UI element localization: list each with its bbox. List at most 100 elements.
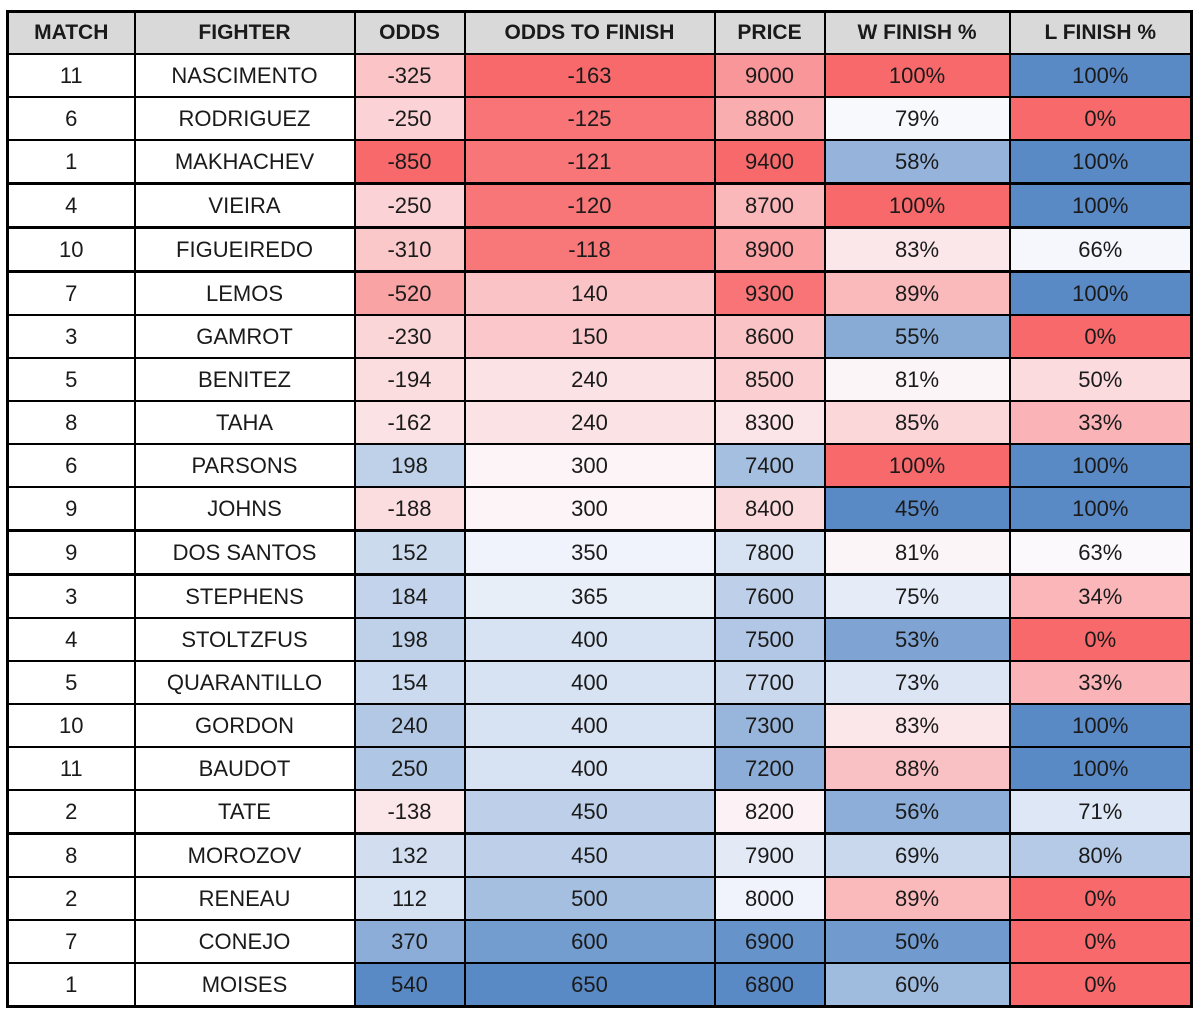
table-row: 3 STEPHENS 184 365 7600 75% 34% [6, 573, 1193, 619]
table-row: 3 GAMROT -230 150 8600 55% 0% [6, 314, 1193, 359]
cell-l_finish_pct: 0% [1008, 617, 1193, 662]
cell-fighter: NASCIMENTO [133, 53, 356, 98]
header-odds: ODDS [353, 10, 466, 55]
cell-odds_to_finish: 450 [463, 832, 716, 878]
cell-w_finish_pct: 83% [823, 703, 1011, 748]
table-row: 8 MOROZOV 132 450 7900 69% 80% [6, 832, 1193, 878]
cell-price: 9300 [713, 270, 826, 316]
cell-l_finish_pct: 33% [1008, 660, 1193, 705]
cell-odds_to_finish: 400 [463, 703, 716, 748]
cell-match: 7 [6, 270, 136, 316]
cell-match: 9 [6, 529, 136, 576]
cell-match: 10 [6, 226, 136, 273]
table-row: 5 QUARANTILLO 154 400 7700 73% 33% [6, 660, 1193, 705]
table-row: 1 MAKHACHEV -850 -121 9400 58% 100% [6, 139, 1193, 185]
cell-price: 7300 [713, 703, 826, 748]
cell-odds_to_finish: 240 [463, 400, 716, 445]
cell-price: 7600 [713, 573, 826, 619]
cell-odds: -188 [353, 486, 466, 532]
cell-w_finish_pct: 69% [823, 832, 1011, 878]
table-row: 2 RENEAU 112 500 8000 89% 0% [6, 876, 1193, 921]
table-row: 9 DOS SANTOS 152 350 7800 81% 63% [6, 529, 1193, 576]
cell-fighter: TAHA [133, 400, 356, 445]
cell-odds: -325 [353, 53, 466, 98]
cell-match: 1 [6, 962, 136, 1008]
cell-l_finish_pct: 0% [1008, 919, 1193, 964]
cell-w_finish_pct: 100% [823, 53, 1011, 98]
cell-l_finish_pct: 100% [1008, 443, 1193, 488]
cell-odds: -194 [353, 357, 466, 402]
table-container: MATCH FIGHTER ODDS ODDS TO FINISH PRICE W FIN… [6, 10, 1193, 1008]
cell-l_finish_pct: 100% [1008, 746, 1193, 791]
table-row: 11 BAUDOT 250 400 7200 88% 100% [6, 746, 1193, 791]
cell-match: 5 [6, 660, 136, 705]
cell-odds: 154 [353, 660, 466, 705]
table-row: 10 FIGUEIREDO -310 -118 8900 83% 66% [6, 226, 1193, 273]
cell-price: 7400 [713, 443, 826, 488]
cell-w_finish_pct: 60% [823, 962, 1011, 1008]
cell-fighter: FIGUEIREDO [133, 226, 356, 273]
cell-price: 8000 [713, 876, 826, 921]
table-row: 6 RODRIGUEZ -250 -125 8800 79% 0% [6, 96, 1193, 141]
cell-odds: 540 [353, 962, 466, 1008]
table-row: 7 LEMOS -520 140 9300 89% 100% [6, 270, 1193, 316]
cell-odds_to_finish: -121 [463, 139, 716, 185]
cell-odds: -310 [353, 226, 466, 273]
cell-odds_to_finish: 350 [463, 529, 716, 576]
cell-fighter: RODRIGUEZ [133, 96, 356, 141]
table-row: 2 TATE -138 450 8200 56% 71% [6, 789, 1193, 835]
table-row: 7 CONEJO 370 600 6900 50% 0% [6, 919, 1193, 964]
cell-w_finish_pct: 73% [823, 660, 1011, 705]
cell-odds: 112 [353, 876, 466, 921]
cell-fighter: BAUDOT [133, 746, 356, 791]
cell-l_finish_pct: 100% [1008, 182, 1193, 229]
cell-l_finish_pct: 66% [1008, 226, 1193, 273]
table-row: 10 GORDON 240 400 7300 83% 100% [6, 703, 1193, 748]
cell-match: 11 [6, 746, 136, 791]
cell-odds: 152 [353, 529, 466, 576]
cell-odds_to_finish: -118 [463, 226, 716, 273]
cell-odds_to_finish: 400 [463, 617, 716, 662]
cell-l_finish_pct: 100% [1008, 53, 1193, 98]
cell-l_finish_pct: 80% [1008, 832, 1193, 878]
cell-w_finish_pct: 45% [823, 486, 1011, 532]
cell-l_finish_pct: 0% [1008, 96, 1193, 141]
cell-w_finish_pct: 89% [823, 876, 1011, 921]
cell-match: 5 [6, 357, 136, 402]
finish-odds-table: MATCH FIGHTER ODDS ODDS TO FINISH PRICE W FIN… [6, 10, 1193, 1008]
cell-w_finish_pct: 81% [823, 357, 1011, 402]
header-match: MATCH [6, 10, 136, 55]
cell-odds: -138 [353, 789, 466, 835]
cell-odds_to_finish: 300 [463, 486, 716, 532]
cell-w_finish_pct: 100% [823, 182, 1011, 229]
cell-odds: 250 [353, 746, 466, 791]
cell-odds: -850 [353, 139, 466, 185]
cell-odds: 184 [353, 573, 466, 619]
cell-l_finish_pct: 100% [1008, 703, 1193, 748]
cell-match: 6 [6, 443, 136, 488]
cell-w_finish_pct: 85% [823, 400, 1011, 445]
cell-odds_to_finish: -120 [463, 182, 716, 229]
cell-price: 7800 [713, 529, 826, 576]
cell-fighter: DOS SANTOS [133, 529, 356, 576]
cell-match: 11 [6, 53, 136, 98]
cell-w_finish_pct: 58% [823, 139, 1011, 185]
cell-fighter: STEPHENS [133, 573, 356, 619]
table-row: 5 BENITEZ -194 240 8500 81% 50% [6, 357, 1193, 402]
cell-l_finish_pct: 0% [1008, 314, 1193, 359]
cell-odds: -250 [353, 96, 466, 141]
cell-match: 10 [6, 703, 136, 748]
cell-match: 3 [6, 314, 136, 359]
cell-price: 6900 [713, 919, 826, 964]
table-row: 11 NASCIMENTO -325 -163 9000 100% 100% [6, 53, 1193, 98]
cell-odds_to_finish: 400 [463, 660, 716, 705]
cell-match: 6 [6, 96, 136, 141]
cell-w_finish_pct: 53% [823, 617, 1011, 662]
table-row: 1 MOISES 540 650 6800 60% 0% [6, 962, 1193, 1008]
cell-odds: -162 [353, 400, 466, 445]
cell-price: 8700 [713, 182, 826, 229]
cell-w_finish_pct: 79% [823, 96, 1011, 141]
cell-w_finish_pct: 89% [823, 270, 1011, 316]
cell-match: 2 [6, 789, 136, 835]
header-l_finish_pct: L FINISH % [1008, 10, 1193, 55]
